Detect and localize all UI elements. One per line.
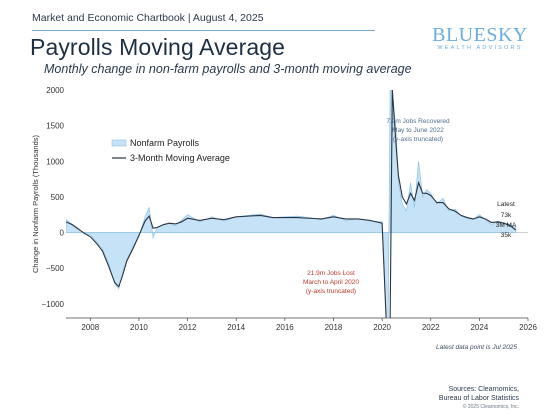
legend-swatch-nonfarm-payrolls [111, 139, 127, 147]
labels-layer: 2000 1500 1000 500 0 −500 −1000 Change in Nonfa… [31, 86, 537, 332]
sources-note: Sources: Clearnomics, Bureau of Labor St… [439, 385, 519, 403]
sources-line-1: Sources: Clearnomics, [448, 386, 519, 393]
page-subtitle: Monthly change in non-farm payrolls and … [44, 62, 412, 76]
annotation-latest-line: 35k [501, 232, 512, 239]
logo-tagline: WEALTH ADVISORS [437, 45, 523, 51]
annotation-jobs-recovered-line: May to June 2022 [392, 127, 444, 134]
y-tick-label: −1000 [42, 300, 65, 309]
x-tick-label: 2014 [227, 323, 245, 332]
x-tick-label: 2024 [470, 323, 488, 332]
x-tick-label: 2012 [179, 323, 197, 332]
annotation-latest-line: 73k [501, 212, 512, 219]
x-tick-label: 2022 [422, 323, 440, 332]
series-3-month-moving-average [66, 90, 517, 318]
annotation-latest-line: Latest [497, 201, 515, 208]
y-tick-label: 2000 [46, 86, 64, 95]
x-tick-label: 2008 [81, 323, 99, 332]
y-tick-label: 500 [51, 193, 65, 202]
x-tick-label: 2020 [373, 323, 391, 332]
moving-average-layer [66, 90, 517, 318]
copyright-note: © 2025 Clearnomics, Inc. [462, 404, 519, 410]
x-tick-label: 2018 [325, 323, 343, 332]
annotation-latest-line: 3M MA [496, 222, 517, 229]
y-axis-label: Change in Nonfarm Payrolls (Thousands) [31, 135, 40, 273]
bluesky-logo: BLUESKY WEALTH ADVISORS [425, 24, 535, 51]
x-tick-label: 2026 [519, 323, 537, 332]
latest-data-footnote: Latest data point is Jul 2025 [436, 344, 517, 351]
y-tick-label: 1500 [46, 122, 64, 131]
annotation-jobs-lost-line: (y-axis truncated) [306, 288, 356, 295]
annotation-jobs-lost-line: March to April 2020 [303, 279, 359, 286]
legend-label-moving-average: 3-Month Moving Average [130, 153, 230, 163]
header-kicker: Market and Economic Chartbook | August 4… [32, 12, 264, 24]
x-tick-label: 2010 [130, 323, 148, 332]
y-tick-label: 1000 [46, 157, 64, 166]
y-tick-label: −500 [46, 264, 65, 273]
annotation-jobs-recovered-line: (y-axis truncated) [393, 136, 443, 143]
legend-label-nonfarm-payrolls: Nonfarm Payrolls [130, 138, 200, 148]
axes-layer [66, 232, 529, 321]
annotation-jobs-recovered-line: 7.2m Jobs Recovered [386, 118, 450, 125]
page-title: Payrolls Moving Average [30, 34, 286, 60]
header-rule [32, 30, 375, 31]
x-tick-label: 2016 [276, 323, 294, 332]
logo-wordmark: BLUESKY [432, 24, 528, 46]
annotation-jobs-lost-line: 21.9m Jobs Lost [307, 270, 355, 277]
y-tick-label: 0 [60, 229, 65, 238]
sources-line-2: Bureau of Labor Statistics [438, 395, 519, 402]
